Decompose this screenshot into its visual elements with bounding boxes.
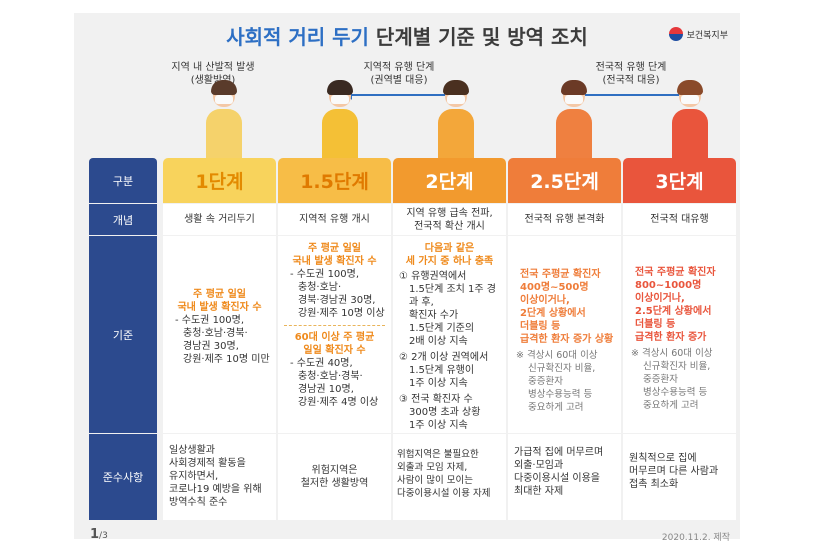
criteria-emphasis-1: 주 평균 일일 국내 발생 확진자 수: [292, 243, 377, 267]
stage-concept-3: 지역 유행 급속 전파, 전국적 확산 개시: [393, 204, 506, 235]
stage-compliance-5: 원칙적으로 집에 머무르며 다른 사람과 접촉 최소화: [623, 434, 736, 520]
row-label-concept: 개념: [89, 204, 157, 235]
stage-criteria-4: 전국 주평균 확진자 400명~500명 이상이거나, 2단계 상황에서 더블링…: [508, 236, 621, 433]
criteria-list-1: - 수도권 100명, 충청·호남· 경북·경남권 30명, 강원·제주 10명…: [290, 269, 385, 319]
note-regional: 지역적 유행 단계 (권역별 대응): [334, 61, 464, 87]
stage-header-2: 1.5단계: [278, 158, 391, 203]
stage-header-1: 1단계: [163, 158, 276, 203]
row-label-criteria: 기준: [89, 236, 157, 433]
stage-concept-1: 생활 속 거리두기: [163, 204, 276, 235]
criteria-emphasis: 다음과 같은 세 가지 중 하나 충족: [405, 243, 494, 267]
stage-compliance-3: 위험지역은 불필요한 외출과 모임 자제, 사람이 많이 모이는 다중이용시설 …: [393, 434, 506, 520]
criteria-emphasis-2: 60대 이상 주 평균 일일 확진자 수: [294, 332, 375, 356]
stage-criteria-2: 주 평균 일일 국내 발생 확진자 수 - 수도권 100명, 충청·호남· 경…: [278, 236, 391, 433]
ministry-name: 보건복지부: [686, 30, 728, 41]
stage-header-5: 3단계: [623, 158, 736, 203]
stage-compliance-2: 위험지역은 철저한 생활방역: [278, 434, 391, 520]
stage-criteria-3: 다음과 같은 세 가지 중 하나 충족 ① 유행권역에서 1.5단계 조치 1주…: [393, 236, 506, 433]
stage-criteria-5: 전국 주평균 확진자 800~1000명 이상이거나, 2.5단계 상황에서 더…: [623, 236, 736, 433]
note-regional-line2: (권역별 대응): [370, 75, 428, 86]
note-local-line1: 지역 내 산발적 발생: [171, 62, 255, 73]
stage-concept-5: 전국적 대유행: [623, 204, 736, 235]
stage-concept-4: 전국적 유행 본격화: [508, 204, 621, 235]
note-regional-line1: 지역적 유행 단계: [363, 62, 435, 73]
row-label-compliance: 준수사항: [89, 434, 157, 520]
criteria-list: ① 유행권역에서 1.5단계 조치 1주 경과 후, 확진자 수가 1.5단계 …: [399, 271, 497, 431]
stage-header-4: 2.5단계: [508, 158, 621, 203]
criteria-emphasis: 전국 주평균 확진자 400명~500명 이상이거나, 2단계 상황에서 더블링…: [520, 269, 614, 345]
person-figure-1: [198, 80, 248, 173]
note-local-line2: (생활방역): [190, 75, 236, 86]
criteria-list-2: - 수도권 40명, 충청·호남·경북· 경남권 10명, 강원·제주 4명 이…: [290, 358, 379, 408]
stage-compliance-4: 가급적 집에 머무르며 외출·모임과 다중이용시설 이용을 최대한 자제: [508, 434, 621, 520]
note-national: 전국적 유행 단계 (전국적 대응): [566, 61, 696, 87]
note-local: 지역 내 산발적 발생 (생활방역): [148, 61, 278, 87]
creation-date: 2020.11.2. 제작: [661, 533, 730, 543]
stage-header-3: 2단계: [393, 158, 506, 203]
criteria-emphasis: 주 평균 일일 국내 발생 확진자 수: [177, 289, 262, 313]
infographic-card: 사회적 거리 두기 단계별 기준 및 방역 조치 보건복지부 지역 내 산발적 …: [74, 13, 740, 539]
criteria-note: ※ 격상시 60대 이상 신규확진자 비율, 중증환자 병상수용능력 등 중요하…: [516, 350, 598, 413]
note-national-line2: (전국적 대응): [602, 75, 660, 86]
criteria-note: ※ 격상시 60대 이상 신규확진자 비율, 중증환자 병상수용능력 등 중요하…: [631, 348, 713, 411]
row-label-header: 구분: [89, 158, 157, 203]
criteria-list: - 수도권 100명, 충청·호남·경북· 경남권 30명, 강원·제주 10명…: [175, 315, 270, 365]
stage-concept-2: 지역적 유행 개시: [278, 204, 391, 235]
title-rest: 단계별 기준 및 방역 조치: [375, 25, 588, 49]
page-title: 사회적 거리 두기 단계별 기준 및 방역 조치: [74, 21, 740, 50]
taegeuk-logo-icon: [668, 27, 683, 41]
page-indicator: 1/3: [90, 527, 108, 542]
ministry-badge: 보건복지부: [668, 27, 728, 41]
stage-compliance-1: 일상생활과 사회경제적 활동을 유지하면서, 코로나19 예방을 위해 방역수칙…: [163, 434, 276, 520]
title-highlight: 사회적 거리 두기: [226, 25, 369, 49]
stage-criteria-1: 주 평균 일일 국내 발생 확진자 수 - 수도권 100명, 충청·호남·경북…: [163, 236, 276, 433]
note-national-line1: 전국적 유행 단계: [595, 62, 667, 73]
criteria-emphasis: 전국 주평균 확진자 800~1000명 이상이거나, 2.5단계 상황에서 더…: [635, 267, 716, 343]
